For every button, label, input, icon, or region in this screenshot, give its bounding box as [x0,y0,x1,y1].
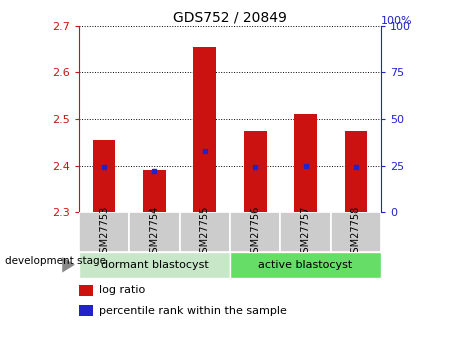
Polygon shape [62,257,75,273]
Text: GSM27755: GSM27755 [200,205,210,259]
Title: GDS752 / 20849: GDS752 / 20849 [173,11,287,25]
Text: 100%: 100% [381,16,413,26]
Text: development stage: development stage [5,256,106,266]
Bar [93,140,115,212]
Text: dormant blastocyst: dormant blastocyst [101,260,208,270]
Bar [79,305,92,316]
Bar [79,252,230,278]
Text: active blastocyst: active blastocyst [258,260,353,270]
Bar [281,212,331,252]
Text: GSM27753: GSM27753 [99,205,109,259]
Text: GSM27754: GSM27754 [149,205,160,259]
Text: GSM27756: GSM27756 [250,205,260,259]
Bar [230,212,281,252]
Bar [193,47,216,212]
Bar [331,212,381,252]
Bar [230,252,381,278]
Bar [294,115,317,212]
Bar [129,212,179,252]
Bar [79,285,92,296]
Bar [345,131,367,212]
Bar [143,170,166,212]
Bar [179,212,230,252]
Bar [79,212,129,252]
Text: GSM27758: GSM27758 [351,205,361,259]
Text: log ratio: log ratio [99,285,145,295]
Text: percentile rank within the sample: percentile rank within the sample [99,306,286,316]
Bar [244,131,267,212]
Text: GSM27757: GSM27757 [300,205,311,259]
